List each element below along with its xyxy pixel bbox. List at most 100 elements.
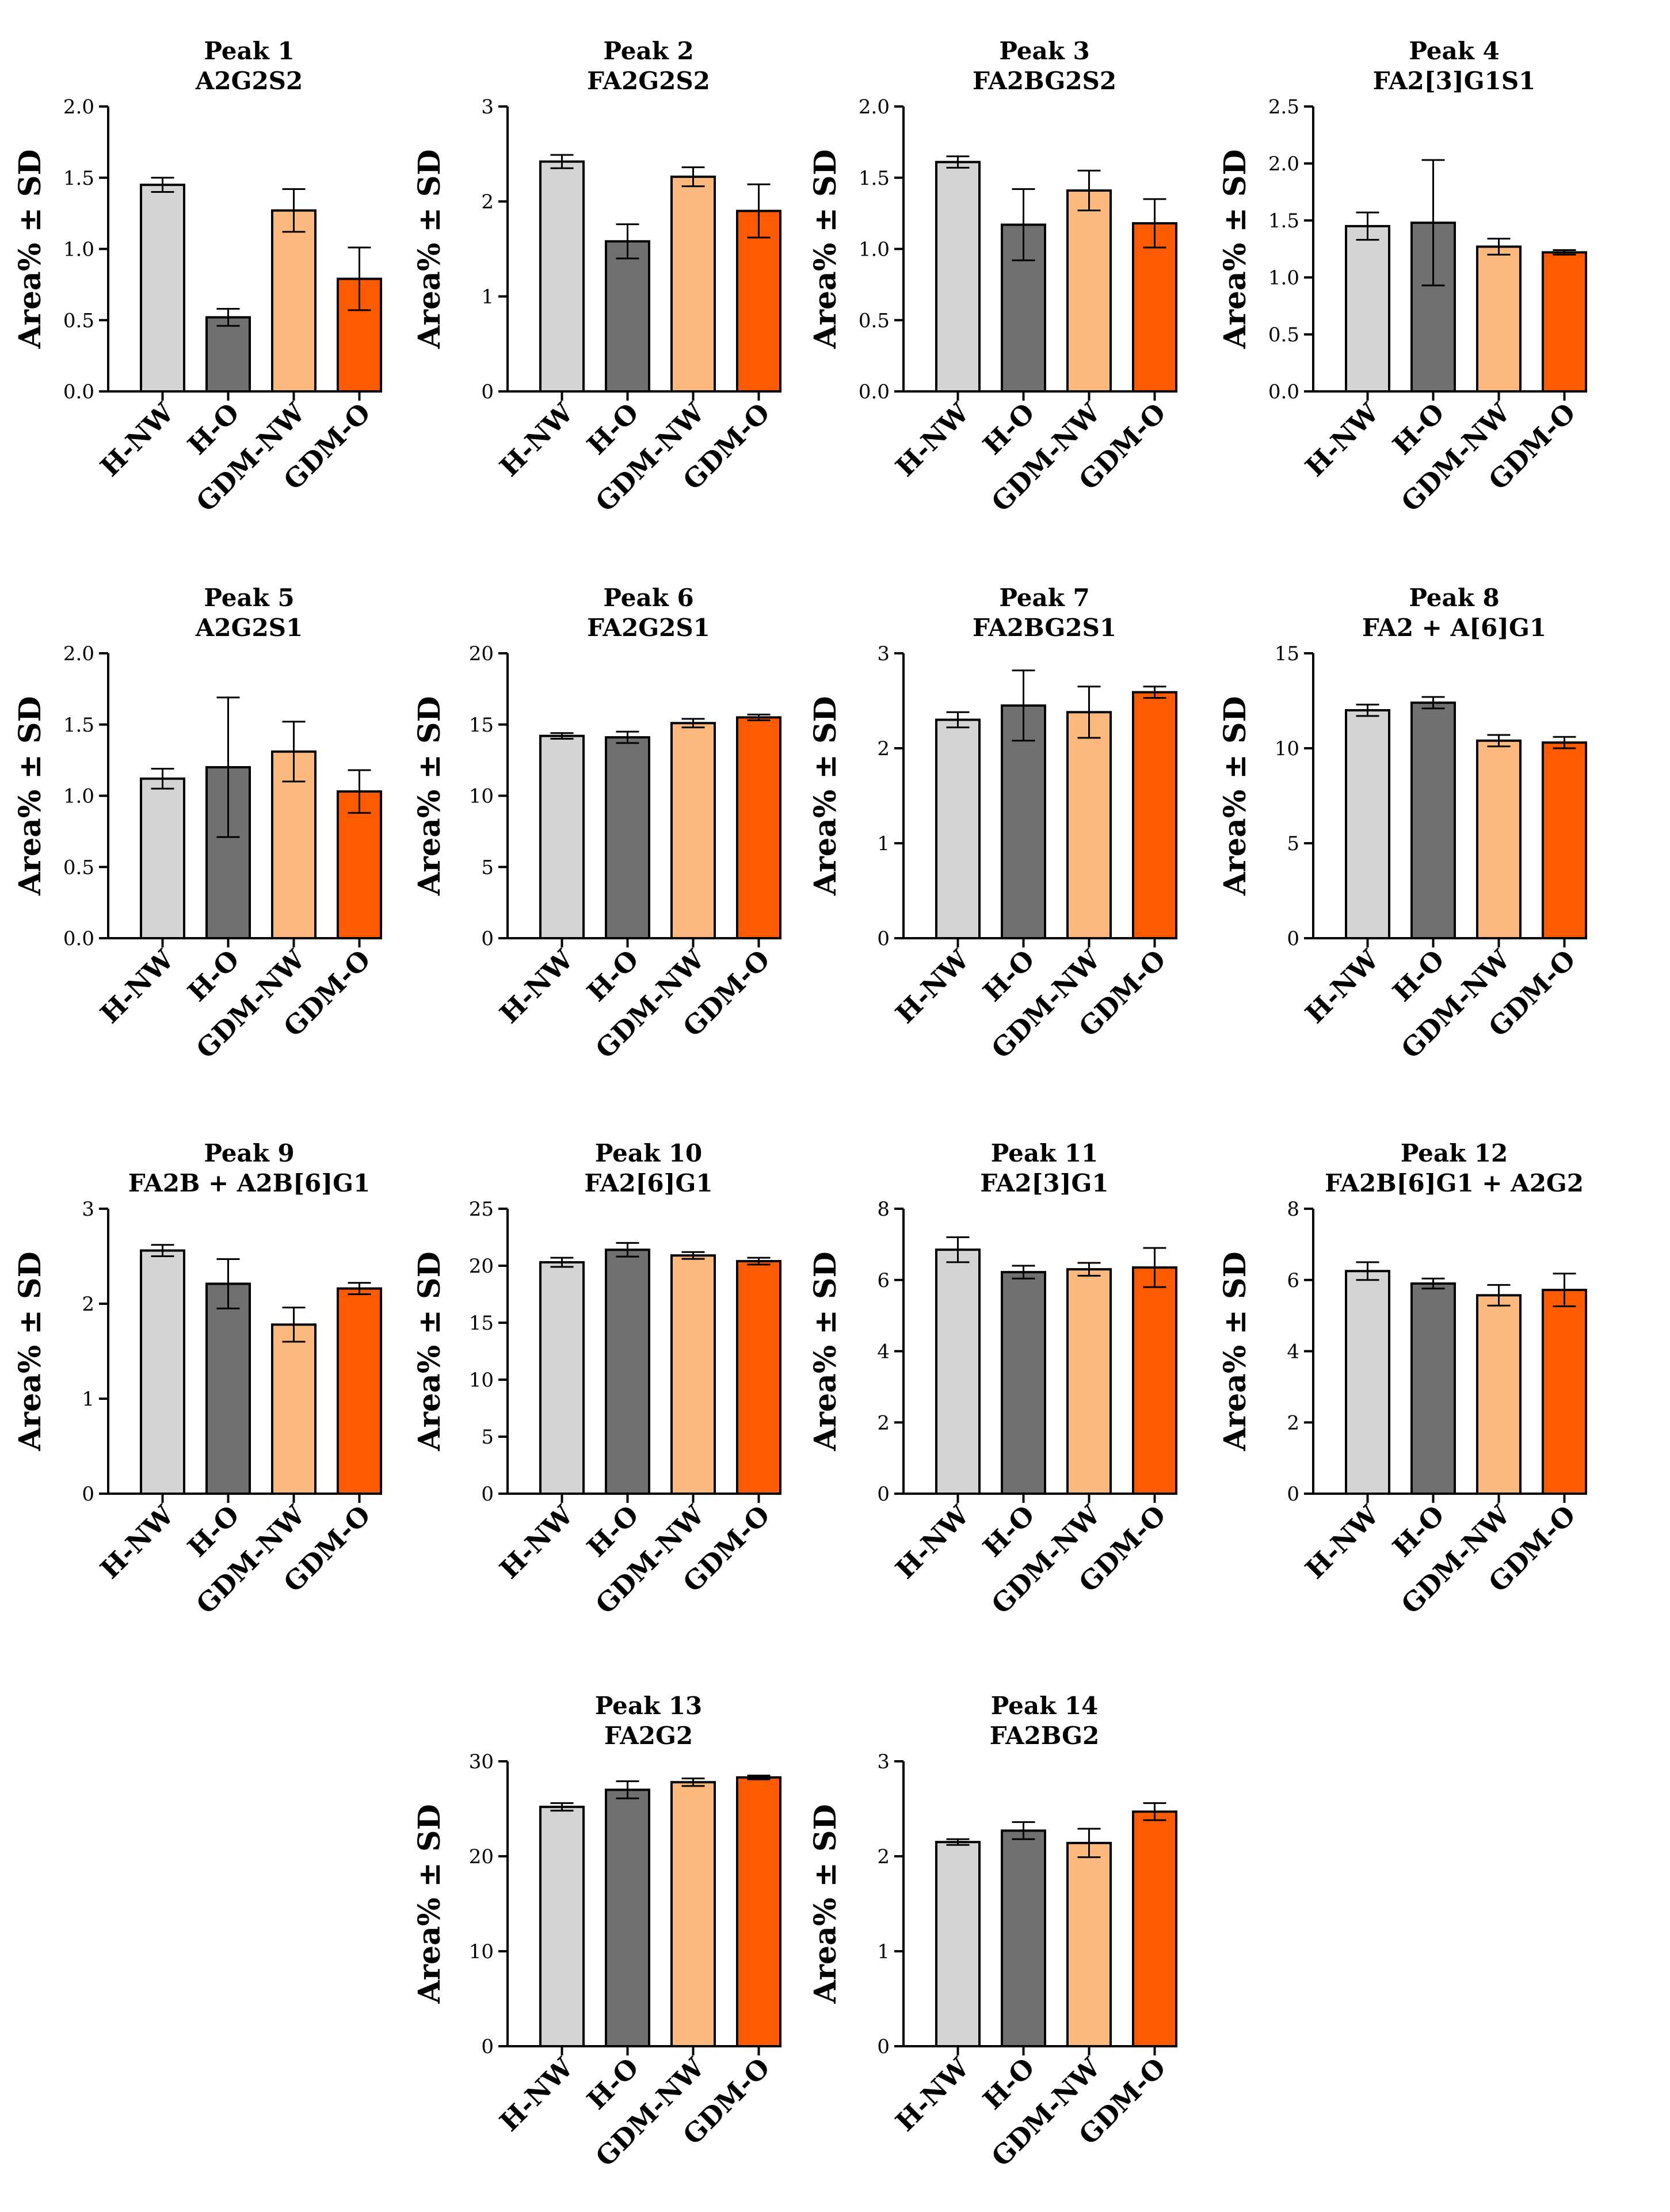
- bar-h-o: [605, 1788, 650, 2047]
- y-tick-label: 2: [1287, 1411, 1299, 1434]
- y-tick-label: 0: [82, 1483, 94, 1506]
- y-axis-label: Area% ± SD: [808, 1251, 843, 1451]
- y-tick-label: 3: [481, 96, 494, 119]
- y-tick-label: 3: [82, 1198, 94, 1221]
- y-tick-label: 10: [1275, 737, 1299, 760]
- chart-title: Peak 6: [603, 584, 693, 612]
- x-tick-label: H-NW: [494, 2051, 580, 2138]
- chart-subtitle: FA2BG2S2: [973, 67, 1116, 95]
- y-tick-label: 0.5: [63, 309, 94, 332]
- chart-subtitle: FA2BG2S1: [973, 614, 1116, 642]
- y-tick-label: 0: [877, 927, 890, 950]
- chart-subtitle: FA2G2S2: [587, 67, 710, 95]
- y-tick-label: 2: [481, 191, 494, 214]
- bar-h-nw: [140, 184, 185, 393]
- bar-h-nw: [140, 1249, 185, 1495]
- y-axis-label: Area% ± SD: [412, 1251, 447, 1451]
- chart-subtitle: FA2[6]G1: [584, 1169, 712, 1197]
- bar-gdm-nw: [271, 1323, 317, 1495]
- bar-gdm-nw: [1066, 189, 1112, 393]
- y-tick-label: 0.0: [859, 380, 890, 403]
- y-axis-label: Area% ± SD: [1218, 696, 1253, 896]
- y-axis-label: Area% ± SD: [808, 149, 843, 349]
- y-tick-label: 0: [481, 2035, 494, 2058]
- y-axis-label: Area% ± SD: [1218, 1251, 1253, 1451]
- bar-h-nw: [935, 1841, 981, 2047]
- bar-h-o: [1001, 1271, 1046, 1495]
- y-tick-label: 10: [469, 1940, 494, 1963]
- chart-subtitle: A2G2S2: [195, 67, 303, 95]
- bar-gdm-nw: [1066, 1841, 1112, 2047]
- bar-h-nw: [935, 718, 981, 939]
- y-tick-label: 1: [877, 1940, 890, 1963]
- y-tick-label: 8: [877, 1198, 890, 1221]
- y-tick-label: 20: [469, 1255, 494, 1278]
- y-tick-label: 15: [469, 714, 494, 737]
- bar-gdm-o: [337, 1287, 382, 1495]
- bar-gdm-nw: [1476, 1294, 1522, 1495]
- y-tick-label: 2: [877, 1411, 890, 1434]
- y-tick-label: 4: [1287, 1341, 1299, 1364]
- y-tick-label: 20: [469, 642, 494, 665]
- bar-gdm-nw: [670, 1254, 716, 1495]
- x-tick-label: H-NW: [494, 1499, 580, 1585]
- bar-h-o: [205, 316, 251, 393]
- y-tick-label: 30: [469, 1750, 494, 1773]
- bar-h-o: [1001, 1829, 1046, 2047]
- y-tick-label: 1.5: [859, 167, 890, 190]
- y-tick-label: 6: [1287, 1269, 1299, 1292]
- y-tick-label: 1.0: [63, 238, 94, 261]
- bar-h-nw: [539, 734, 585, 940]
- bar-gdm-nw: [271, 750, 317, 940]
- bar-gdm-nw: [1066, 711, 1112, 940]
- bar-h-o: [605, 736, 650, 940]
- bar-h-nw: [935, 161, 981, 393]
- chart-title: Peak 7: [999, 584, 1089, 612]
- y-tick-label: 2.0: [1268, 153, 1299, 176]
- y-tick-label: 2.5: [1268, 96, 1299, 119]
- bar-gdm-nw: [1066, 1268, 1112, 1495]
- y-tick-label: 0.0: [1268, 380, 1299, 403]
- bar-gdm-o: [1132, 1810, 1177, 2047]
- y-tick-label: 0: [481, 1483, 494, 1506]
- y-tick-label: 8: [1287, 1198, 1299, 1221]
- chart-title: Peak 3: [999, 37, 1089, 65]
- y-tick-label: 1: [877, 832, 890, 855]
- bar-gdm-o: [736, 716, 781, 939]
- y-tick-label: 3: [877, 642, 890, 665]
- y-tick-label: 5: [481, 1426, 494, 1449]
- bar-h-o: [1001, 704, 1046, 939]
- y-tick-label: 1.0: [859, 238, 890, 261]
- chart-title: Peak 12: [1401, 1139, 1508, 1167]
- chart-title: Peak 11: [991, 1139, 1099, 1167]
- bar-h-o: [205, 1282, 251, 1495]
- x-tick-label: H-NW: [494, 943, 580, 1030]
- x-tick-label: H-NW: [494, 397, 580, 483]
- bar-gdm-o: [1542, 251, 1587, 393]
- y-tick-label: 15: [1275, 642, 1299, 665]
- bar-h-nw: [539, 1806, 585, 2047]
- y-axis-label: Area% ± SD: [13, 149, 48, 349]
- bar-gdm-o: [1132, 691, 1177, 940]
- chart-title: Peak 4: [1409, 37, 1499, 65]
- y-axis-label: Area% ± SD: [412, 696, 447, 896]
- chart-title: Peak 13: [595, 1692, 703, 1720]
- y-tick-label: 0: [877, 2035, 890, 2058]
- y-tick-label: 10: [469, 1369, 494, 1392]
- chart-title: Peak 9: [204, 1139, 294, 1167]
- chart-subtitle: FA2G2: [604, 1722, 693, 1750]
- y-tick-label: 0: [1287, 927, 1299, 950]
- bar-h-o: [1410, 1282, 1456, 1495]
- x-tick-label: H-NW: [890, 943, 976, 1030]
- chart-subtitle: FA2 + A[6]G1: [1362, 614, 1546, 642]
- chart-subtitle: FA2[3]G1: [980, 1169, 1108, 1197]
- y-tick-label: 0.0: [63, 380, 94, 403]
- bar-h-nw: [935, 1248, 981, 1495]
- chart-subtitle: FA2B + A2B[6]G1: [128, 1169, 370, 1197]
